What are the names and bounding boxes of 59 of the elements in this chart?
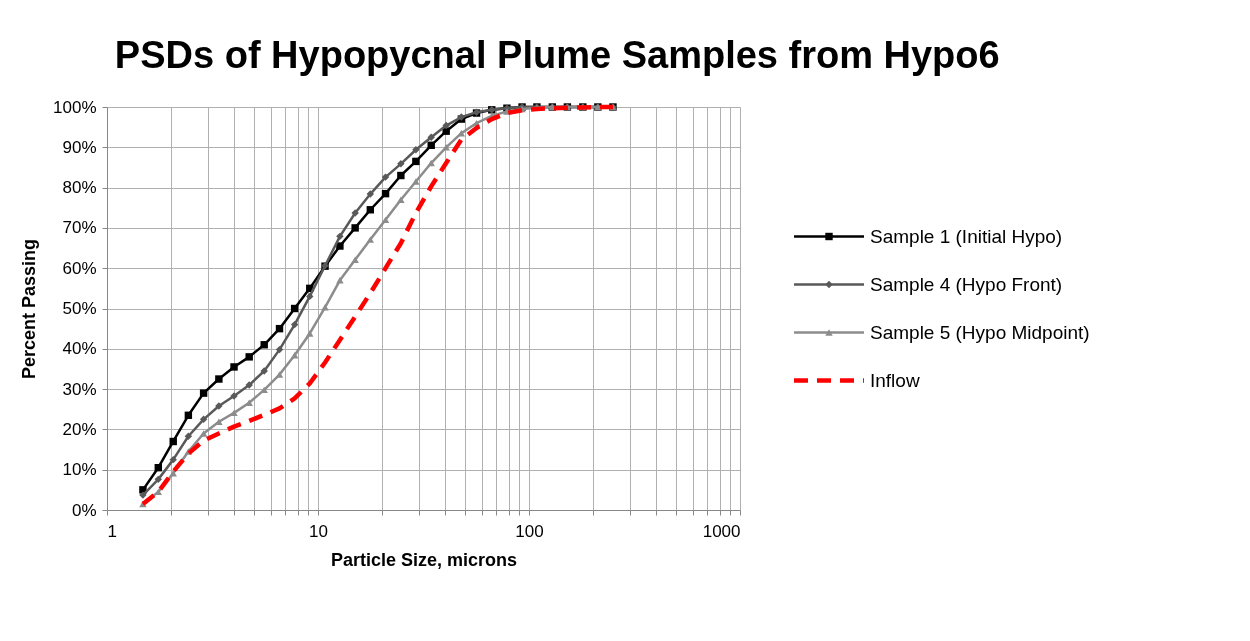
point (169, 470, 177, 477)
x-tick-label: 10 (309, 521, 328, 541)
legend-label: Sample 5 (Hypo Midpoint) (870, 321, 1090, 343)
point (351, 256, 359, 263)
y-axis-title: Percent Passing (19, 238, 40, 380)
point (306, 330, 314, 337)
point (336, 242, 344, 250)
point (154, 475, 162, 484)
point (199, 430, 208, 437)
point (290, 320, 299, 329)
y-tick-label: 100% (53, 97, 97, 117)
point (230, 363, 238, 371)
point (427, 133, 435, 141)
point (412, 178, 420, 185)
point (442, 121, 450, 130)
point (336, 277, 344, 284)
y-tick-label: 70% (62, 218, 97, 238)
chart-title: PSDs of Hypopycnal Plume Samples from Hypo6 (114, 34, 1000, 76)
point (336, 232, 344, 241)
x-axis-title: Particle Size, microns (330, 549, 518, 570)
y-tick-label: 10% (62, 460, 97, 480)
x-tick-label: 1 (107, 521, 117, 541)
point (427, 159, 435, 167)
point (412, 146, 420, 154)
point (397, 171, 405, 180)
point (412, 157, 420, 166)
y-tick-label: 50% (62, 299, 97, 318)
point (381, 216, 390, 224)
x-tick-label: 1000 (702, 521, 741, 541)
x-tick-label: 100 (515, 521, 544, 541)
point (230, 409, 238, 417)
point (215, 375, 223, 383)
point (366, 236, 375, 243)
point (275, 345, 284, 354)
point (199, 389, 208, 397)
point (260, 386, 268, 394)
y-tick-label: 60% (62, 258, 97, 278)
y-tick-label: 20% (62, 419, 97, 439)
legend-label: Sample 4 (Hypo Front) (870, 273, 1063, 295)
point (366, 190, 375, 198)
point (381, 173, 390, 181)
y-tick-label: 30% (62, 379, 97, 399)
point (321, 304, 329, 311)
point (397, 196, 405, 203)
y-tick-label: 40% (62, 339, 97, 359)
point (199, 415, 208, 424)
point (442, 144, 450, 151)
legend-label: Sample 1 (Initial Hypo) (870, 225, 1063, 247)
point (169, 455, 177, 464)
point (245, 399, 253, 407)
point (184, 432, 193, 440)
legend-label: Inflow (870, 369, 920, 391)
point (306, 292, 314, 301)
y-tick-label: 80% (62, 178, 97, 198)
y-tick-label: 0% (71, 500, 97, 520)
point (351, 224, 359, 232)
y-tick-label: 90% (62, 137, 97, 157)
point (397, 160, 405, 168)
point (245, 353, 253, 361)
